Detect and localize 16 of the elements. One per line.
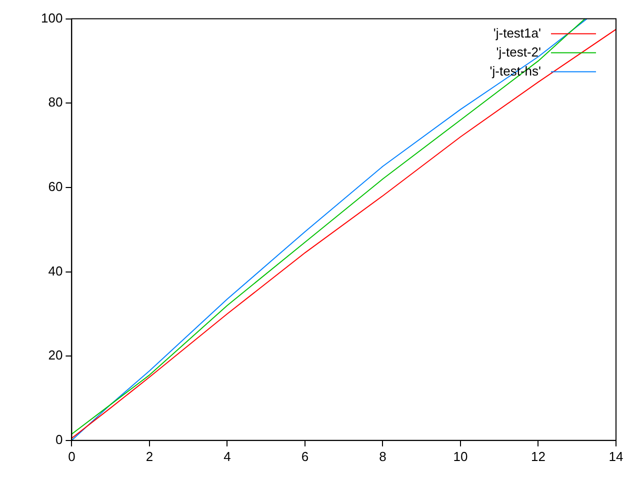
y-tick-label: 100: [40, 10, 63, 26]
y-tick-label: 20: [48, 348, 63, 363]
y-tick-label: 40: [48, 263, 63, 278]
y-tick-label: 0: [55, 432, 63, 447]
x-tick-label: 10: [453, 448, 468, 464]
x-tick-label: 4: [224, 448, 231, 464]
x-tick-label: 0: [68, 448, 76, 464]
y-tick-label: 60: [48, 179, 63, 194]
x-tick-label: 6: [301, 448, 309, 464]
x-tick-label: 8: [379, 448, 386, 464]
legend-label: 'j-test1a': [493, 25, 541, 40]
legend-label: 'j-test-2': [496, 44, 541, 60]
x-tick-label: 2: [146, 448, 154, 464]
x-tick-label: 12: [531, 448, 546, 464]
y-tick-label: 80: [48, 94, 63, 110]
x-tick-label: 14: [608, 448, 624, 464]
